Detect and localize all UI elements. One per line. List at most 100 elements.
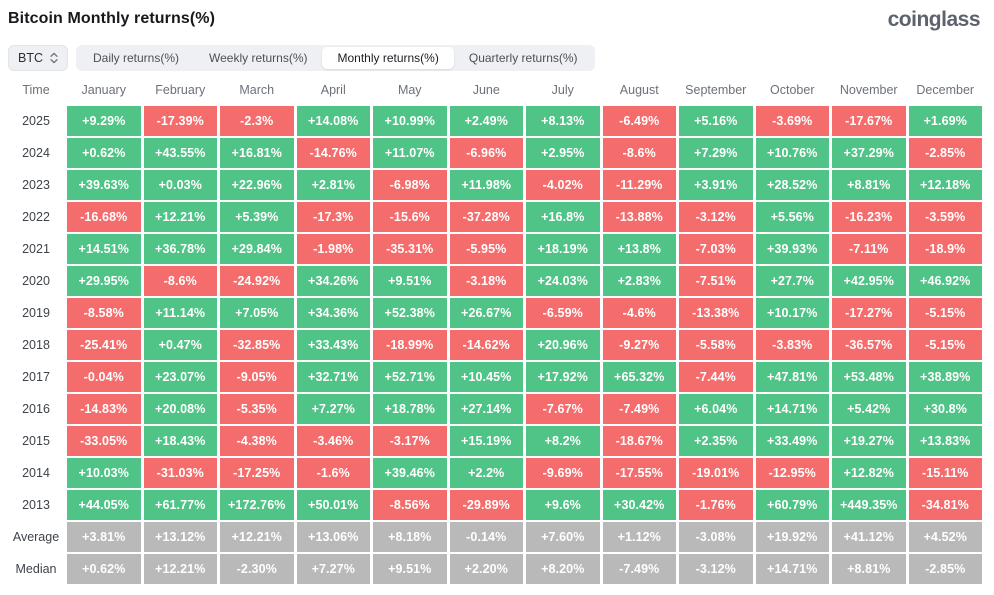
return-cell: +27.7%	[755, 266, 829, 296]
return-cell: +0.62%	[67, 138, 141, 168]
coinglass-logo: coinglass	[887, 8, 981, 31]
return-cell: -18.67%	[602, 426, 676, 456]
return-cell: +0.62%	[67, 554, 141, 584]
return-cell: +10.76%	[755, 138, 829, 168]
return-cell: +52.71%	[373, 362, 447, 392]
return-cell: +9.29%	[67, 106, 141, 136]
return-cell: +10.17%	[755, 298, 829, 328]
return-cell: -18.99%	[373, 330, 447, 360]
row-label: Average	[12, 530, 60, 544]
return-cell: +47.81%	[755, 362, 829, 392]
return-cell: -18.9%	[908, 234, 982, 264]
tab-quarterly-returns[interactable]: Quarterly returns(%)	[454, 47, 593, 69]
return-cell: +43.55%	[143, 138, 217, 168]
return-cell: -5.95%	[449, 234, 523, 264]
column-header-may: May	[397, 83, 422, 97]
return-cell: +44.05%	[67, 490, 141, 520]
return-cell: -2.85%	[908, 138, 982, 168]
return-cell: +33.43%	[296, 330, 370, 360]
return-cell: -3.83%	[755, 330, 829, 360]
row-label: Median	[15, 562, 57, 576]
return-cell: +8.13%	[526, 106, 600, 136]
return-cell: +2.20%	[449, 554, 523, 584]
return-cell: -3.59%	[908, 202, 982, 232]
row-label: 2024	[22, 146, 50, 160]
return-cell: +61.77%	[143, 490, 217, 520]
table-row-2018: 2018 -25.41% +0.47% -32.85% +33.43% -18.99% -1…	[8, 330, 982, 360]
return-cell: -0.14%	[449, 522, 523, 552]
return-cell: -2.3%	[220, 106, 294, 136]
row-label: 2023	[22, 178, 50, 192]
return-cell: +65.32%	[602, 362, 676, 392]
return-cell: -37.28%	[449, 202, 523, 232]
table-row-2025: 2025 +9.29% -17.39% -2.3% +14.08% +10.99% +2.4…	[8, 106, 982, 136]
return-cell: +33.49%	[755, 426, 829, 456]
return-cell: +29.95%	[67, 266, 141, 296]
return-cell: +14.71%	[755, 554, 829, 584]
return-cell: -2.85%	[908, 554, 982, 584]
return-cell: +8.81%	[832, 170, 906, 200]
return-cell: -3.18%	[449, 266, 523, 296]
return-cell: +8.81%	[832, 554, 906, 584]
return-cell: -3.12%	[679, 554, 753, 584]
return-cell: +39.93%	[755, 234, 829, 264]
return-cell: +9.51%	[373, 554, 447, 584]
column-header-november: November	[839, 83, 898, 97]
table-row-2020: 2020 +29.95% -8.6% -24.92% +34.26% +9.51% -3.1…	[8, 266, 982, 296]
return-cell: -0.04%	[67, 362, 141, 392]
return-cell: +7.27%	[296, 394, 370, 424]
return-cell: +5.56%	[755, 202, 829, 232]
return-cell: -17.67%	[832, 106, 906, 136]
return-cell: +14.71%	[755, 394, 829, 424]
return-cell: +26.67%	[449, 298, 523, 328]
return-cell: +30.42%	[602, 490, 676, 520]
return-cell: -1.98%	[296, 234, 370, 264]
return-cell: -5.58%	[679, 330, 753, 360]
table-row-2023: 2023 +39.63% +0.03% +22.96% +2.81% -6.98% +11.…	[8, 170, 982, 200]
return-cell: +5.42%	[832, 394, 906, 424]
return-cell: -17.55%	[602, 458, 676, 488]
column-header-time: Time	[22, 83, 50, 97]
tab-weekly-returns[interactable]: Weekly returns(%)	[194, 47, 322, 69]
return-cell: -2.30%	[220, 554, 294, 584]
column-header-march: March	[239, 83, 275, 97]
table-row-2017: 2017 -0.04% +23.07% -9.05% +32.71% +52.71% +10…	[8, 362, 982, 392]
return-cell: +7.60%	[526, 522, 600, 552]
tab-daily-returns[interactable]: Daily returns(%)	[78, 47, 194, 69]
return-cell: -4.02%	[526, 170, 600, 200]
coin-selector[interactable]: BTC	[8, 45, 68, 71]
return-cell: -16.68%	[67, 202, 141, 232]
return-cell: +5.39%	[220, 202, 294, 232]
return-cell: -9.69%	[526, 458, 600, 488]
return-cell: +14.51%	[67, 234, 141, 264]
row-label: 2025	[22, 114, 50, 128]
return-cell: -7.11%	[832, 234, 906, 264]
return-cell: -7.49%	[602, 394, 676, 424]
column-header-august: August	[619, 83, 659, 97]
return-cell: -19.01%	[679, 458, 753, 488]
return-cell: -34.81%	[908, 490, 982, 520]
return-cell: +12.21%	[220, 522, 294, 552]
return-cell: +52.38%	[373, 298, 447, 328]
return-cell: +8.20%	[526, 554, 600, 584]
return-cell: -35.31%	[373, 234, 447, 264]
column-header-june: June	[472, 83, 500, 97]
table-row-2015: 2015 -33.05% +18.43% -4.38% -3.46% -3.17% +15.…	[8, 426, 982, 456]
return-cell: +5.16%	[679, 106, 753, 136]
return-cell: +1.12%	[602, 522, 676, 552]
return-cell: +32.71%	[296, 362, 370, 392]
return-cell: +8.2%	[526, 426, 600, 456]
return-cell: -12.95%	[755, 458, 829, 488]
return-cell: -13.38%	[679, 298, 753, 328]
return-cell: -7.67%	[526, 394, 600, 424]
return-cell: +22.96%	[220, 170, 294, 200]
topbar: Bitcoin Monthly returns(%) coinglass	[8, 8, 982, 32]
return-cell: -9.05%	[220, 362, 294, 392]
return-cell: +10.99%	[373, 106, 447, 136]
return-cell: +30.8%	[908, 394, 982, 424]
tab-monthly-returns[interactable]: Monthly returns(%)	[322, 47, 454, 69]
return-cell: +7.29%	[679, 138, 753, 168]
page-title: Bitcoin Monthly returns(%)	[8, 10, 216, 27]
table-header-row: Time January February March April May June July…	[8, 76, 982, 104]
return-cell: -3.17%	[373, 426, 447, 456]
